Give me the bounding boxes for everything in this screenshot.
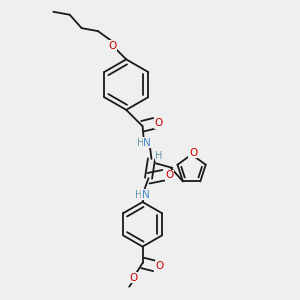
Text: H: H xyxy=(137,138,144,148)
Text: O: O xyxy=(109,41,117,51)
Text: N: N xyxy=(142,190,149,200)
Text: O: O xyxy=(189,148,197,158)
Text: H: H xyxy=(135,190,143,200)
Text: H: H xyxy=(155,151,163,161)
Text: N: N xyxy=(143,138,151,148)
Text: O: O xyxy=(130,273,138,283)
Text: O: O xyxy=(156,261,164,271)
Text: O: O xyxy=(165,170,173,180)
Text: O: O xyxy=(155,118,163,128)
